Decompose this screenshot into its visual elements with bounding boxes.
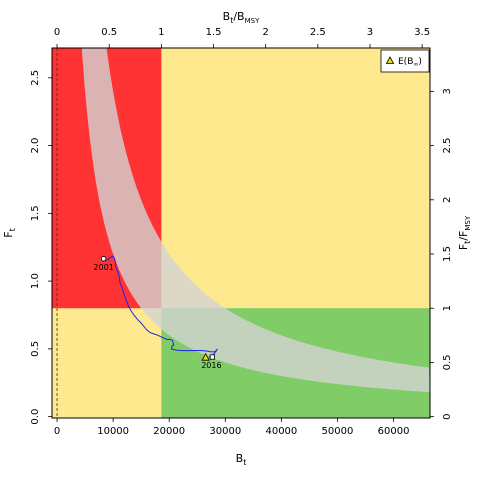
top-tick-label: 2.5 <box>310 27 326 38</box>
y-axis-title-right: Ft/FMSY <box>457 215 472 250</box>
points-layer: 2001 2016 <box>93 256 222 370</box>
legend: E(B∞) <box>380 49 430 73</box>
y-tick-label: 0.5 <box>30 341 41 357</box>
start-point-marker <box>100 256 107 262</box>
y-tick-label: 0.0 <box>30 409 41 425</box>
trajectory-layer <box>103 255 218 358</box>
x-tick-label: 20000 <box>153 426 185 437</box>
end-point-marker <box>209 354 215 360</box>
right-tick-label: 0 <box>442 413 453 419</box>
right-tick-label: 0.5 <box>442 354 453 370</box>
right-tick-label: 2 <box>442 197 453 203</box>
legend-triangle-icon <box>385 56 395 64</box>
y-tick-label: 1.0 <box>30 273 41 289</box>
end-year-label: 2016 <box>201 361 221 370</box>
top-tick-label: 0.5 <box>101 27 117 38</box>
top-tick-label: 3 <box>367 27 373 38</box>
right-tick-label: 1.5 <box>442 246 453 262</box>
plot-frame <box>51 47 431 419</box>
expected-biomass-triangle <box>201 352 210 361</box>
axes-layer: 0 10000 20000 30000 40000 50000 60000 0.0 0.5 1.0… <box>30 27 453 437</box>
top-tick-label: 1.5 <box>206 27 222 38</box>
right-tick-label: 2.5 <box>442 138 453 154</box>
y-tick-label: 1.5 <box>30 205 41 221</box>
x-tick-label: 0 <box>54 426 60 437</box>
x-tick-label: 30000 <box>209 426 241 437</box>
x-tick-label: 60000 <box>378 426 410 437</box>
legend-box <box>380 49 430 73</box>
mc-uncertainty-band <box>81 48 430 393</box>
trajectory-line <box>103 255 218 358</box>
x-tick-label: 40000 <box>265 426 297 437</box>
x-axis-title-top: Bt/BMSY <box>223 10 260 25</box>
legend-label: E(B∞) <box>398 57 422 68</box>
top-tick-label: 1 <box>158 27 164 38</box>
x-tick-label: 10000 <box>97 426 129 437</box>
start-year-label: 2001 <box>93 263 113 272</box>
y-tick-label: 2.0 <box>30 138 41 154</box>
right-tick-label: 3 <box>442 88 453 94</box>
top-tick-label: 0 <box>54 27 60 38</box>
x-axis-title-bottom: Bt <box>236 452 247 467</box>
right-tick-label: 1 <box>442 305 453 311</box>
y-axis-title-left: Ft <box>2 228 17 237</box>
mc-band-layer <box>56 48 430 418</box>
top-tick-label: 3.5 <box>414 27 430 38</box>
y-tick-label: 2.5 <box>30 70 41 86</box>
top-tick-label: 2 <box>262 27 268 38</box>
x-tick-label: 50000 <box>322 426 354 437</box>
